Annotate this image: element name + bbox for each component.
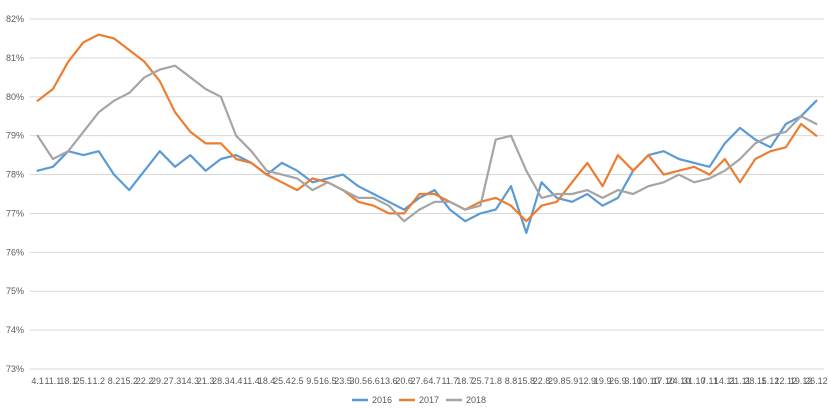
y-tick-label: 81% <box>6 53 24 63</box>
x-tick-label: 22.8 <box>533 376 551 386</box>
x-tick-label: 11.7 <box>441 376 458 386</box>
x-tick-label: 21.3 <box>197 376 215 386</box>
x-tick-label: 7.3 <box>169 376 182 386</box>
x-tick-label: 27.6 <box>411 376 429 386</box>
x-tick-label: 4.1 <box>31 376 44 386</box>
x-tick-label: 11.1 <box>44 376 61 386</box>
x-tick-label: 26.9 <box>609 376 627 386</box>
x-tick-label: 28.3 <box>212 376 230 386</box>
legend-label: 2017 <box>419 395 439 405</box>
y-tick-label: 76% <box>6 247 24 257</box>
x-tick-label: 8.8 <box>505 376 518 386</box>
y-axis: 73% 74% 75% 76% 77% 78% 79% 80% 81% 82% <box>6 14 24 374</box>
x-tick-label: 25.7 <box>472 376 490 386</box>
y-tick-label: 82% <box>6 14 24 24</box>
x-tick-label: 25.4 <box>273 376 291 386</box>
x-tick-label: 28.11 <box>744 376 766 386</box>
x-tick-label: 10.10 <box>637 376 660 386</box>
x-tick-label: 13.6 <box>380 376 398 386</box>
series-line-2017 <box>36 33 818 223</box>
x-tick-label: 19.9 <box>594 376 612 386</box>
x-tick-label: 2.5 <box>291 376 304 386</box>
x-tick-label: 5.12 <box>762 376 780 386</box>
y-tick-label: 75% <box>6 286 24 296</box>
x-tick-label: 31.10 <box>683 376 706 386</box>
x-tick-label: 14.3 <box>182 376 200 386</box>
x-tick-label: 7.11 <box>701 376 718 386</box>
y-tick-label: 80% <box>6 92 24 102</box>
x-tick-label: 25.1 <box>75 376 93 386</box>
x-tick-label: 20.6 <box>395 376 413 386</box>
x-tick-label: 4.4 <box>230 376 243 386</box>
x-tick-label: 9.5 <box>306 376 319 386</box>
x-tick-label: 23.5 <box>334 376 352 386</box>
x-tick-label: 15.2 <box>120 376 138 386</box>
x-tick-label: 18.4 <box>258 376 276 386</box>
y-tick-label: 79% <box>6 131 24 141</box>
series-lines <box>36 33 818 234</box>
x-tick-label: 24.10 <box>668 376 691 386</box>
x-tick-label: 18.1 <box>59 376 77 386</box>
x-tick-label: 29.2 <box>151 376 169 386</box>
series-line-2018 <box>36 64 818 223</box>
y-tick-label: 73% <box>6 364 24 374</box>
legend: 2016 2017 2018 <box>352 395 486 405</box>
x-tick-label: 3.10 <box>624 376 642 386</box>
x-tick-label: 21.11 <box>729 376 751 386</box>
y-tick-label: 78% <box>6 170 24 180</box>
x-tick-label: 26.12 <box>805 376 828 386</box>
gridlines <box>30 18 824 370</box>
x-tick-label: 14.11 <box>714 376 736 386</box>
x-tick-label: 6.6 <box>367 376 380 386</box>
x-tick-label: 1.8 <box>489 376 502 386</box>
x-tick-label: 18.7 <box>456 376 474 386</box>
x-tick-label: 29.8 <box>548 376 566 386</box>
x-tick-label: 15.8 <box>517 376 535 386</box>
x-axis: 4.1 11.118.125.1 1.2 8.2 15.222.229.2 7.3 14.3… <box>31 376 827 386</box>
legend-label: 2016 <box>372 395 392 405</box>
x-tick-label: 17.10 <box>652 376 675 386</box>
x-tick-label: 12.9 <box>579 376 597 386</box>
x-tick-label: 12.12 <box>775 376 798 386</box>
x-tick-label: 19.12 <box>790 376 813 386</box>
y-tick-label: 77% <box>6 208 24 218</box>
x-tick-label: 5.9 <box>566 376 579 386</box>
x-tick-label: 1.2 <box>92 376 105 386</box>
x-tick-label: 4.7 <box>428 376 441 386</box>
x-tick-label: 22.2 <box>136 376 154 386</box>
x-tick-label: 8.2 <box>108 376 121 386</box>
x-tick-label: 11.4 <box>243 376 260 386</box>
legend-label: 2018 <box>466 395 486 405</box>
x-tick-label: 16.5 <box>319 376 337 386</box>
x-tick-label: 30.5 <box>350 376 368 386</box>
y-tick-label: 74% <box>6 325 24 335</box>
